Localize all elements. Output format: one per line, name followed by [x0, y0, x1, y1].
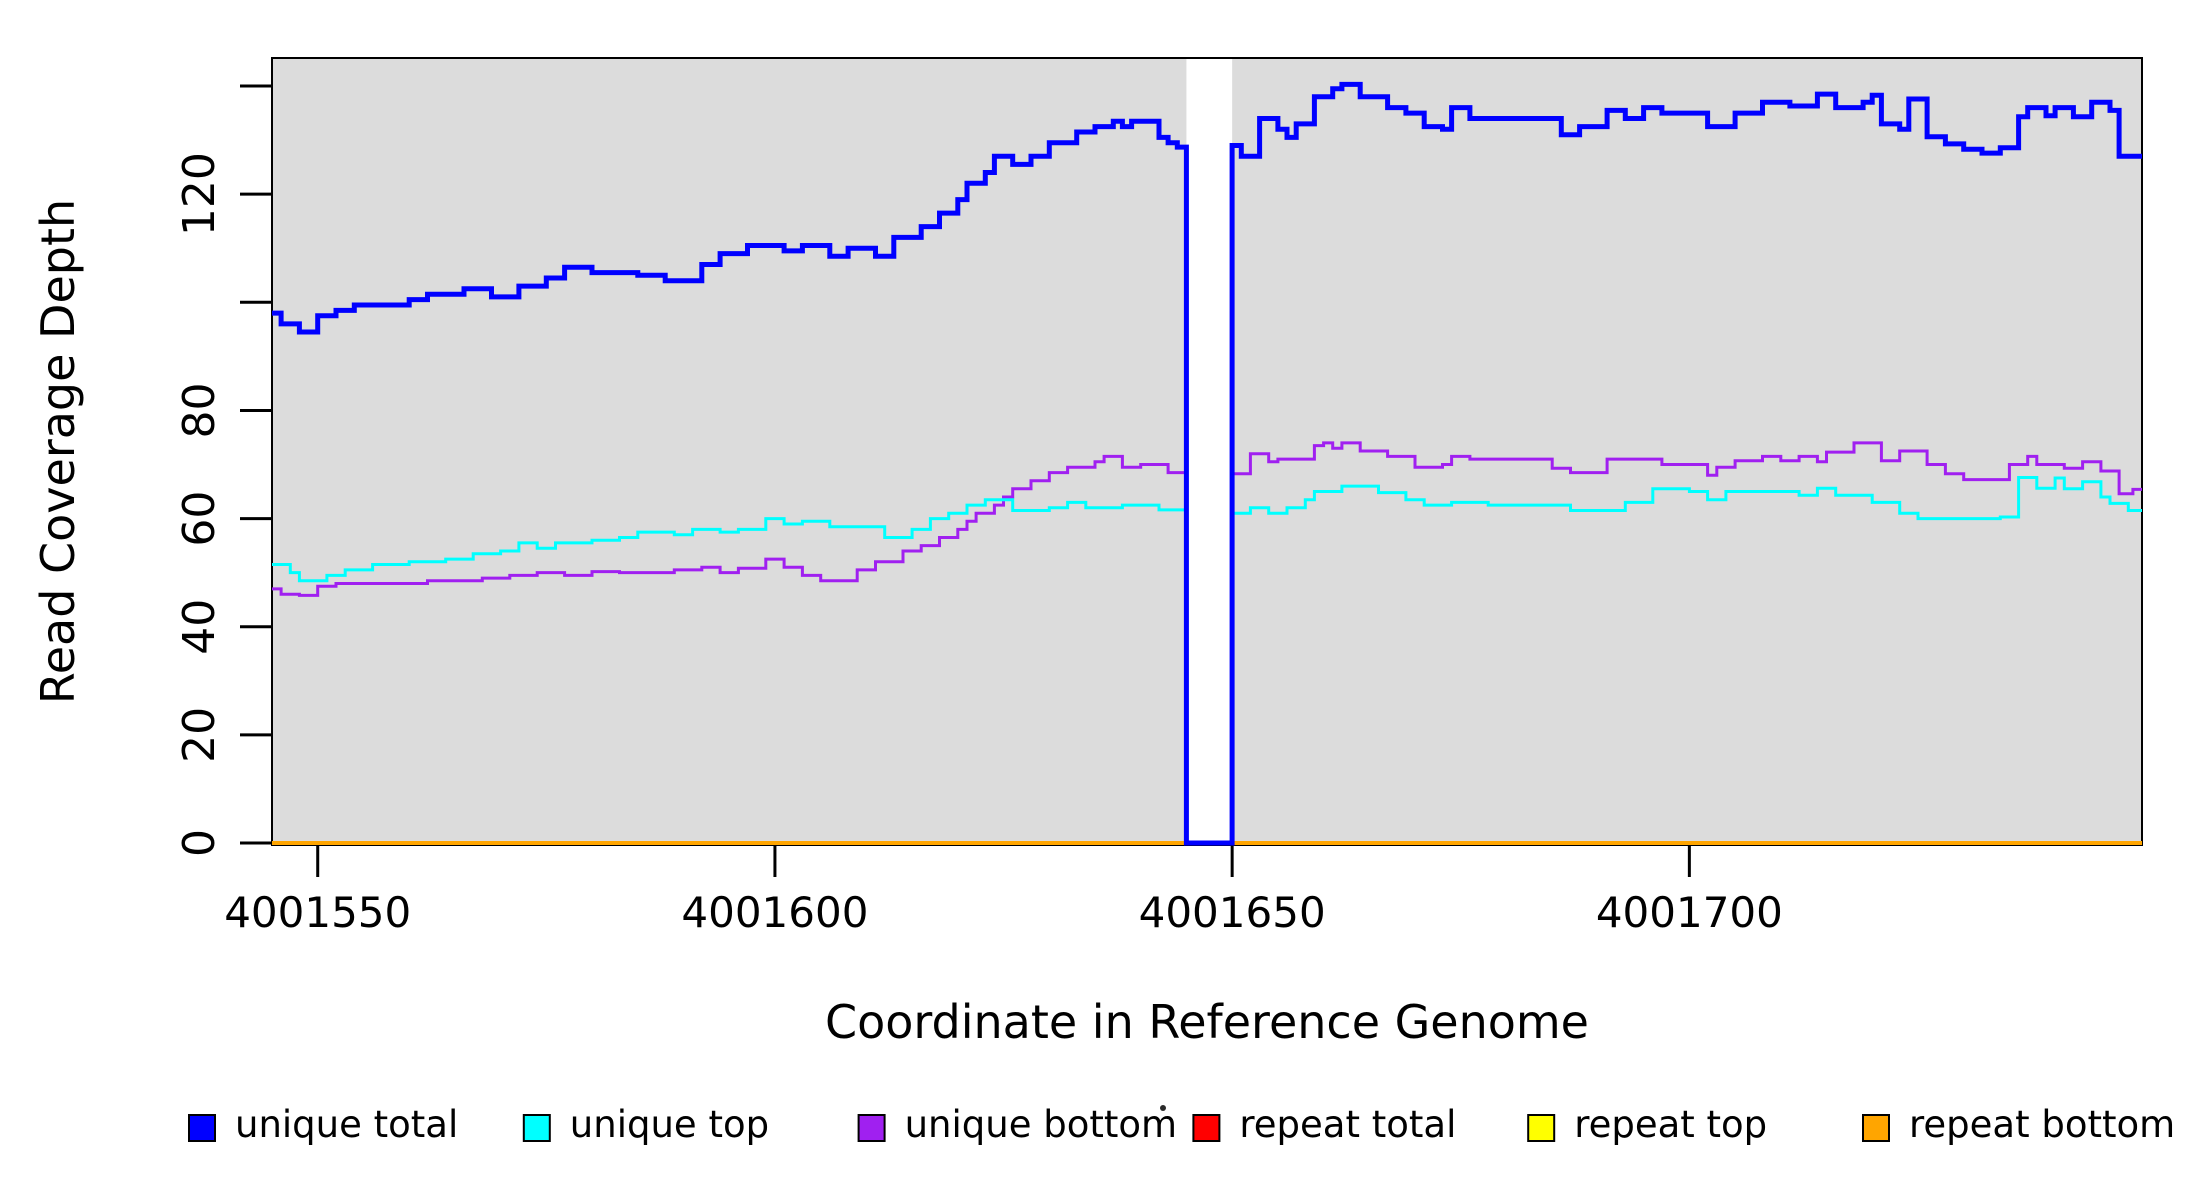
y-tick-label: 40: [174, 599, 225, 655]
x-tick-label: 4001650: [1139, 888, 1326, 937]
y-tick-label: 0: [174, 829, 225, 857]
coverage-gap-band: [1186, 59, 1233, 844]
stray-mark: [1160, 1105, 1166, 1111]
legend-swatch-unique-total: [188, 1114, 216, 1142]
legend-swatch-repeat-bottom: [1862, 1114, 1890, 1142]
legend-label-unique-top: unique top: [570, 1103, 769, 1146]
legend-swatch-repeat-total: [1192, 1114, 1221, 1142]
x-tick-label: 4001600: [681, 888, 868, 937]
y-tick-label: 60: [174, 491, 225, 547]
y-tick-label: 120: [174, 152, 225, 236]
legend-label-unique-bottom: unique bottom: [905, 1103, 1177, 1146]
legend-swatch-unique-bottom: [857, 1114, 886, 1142]
legend-swatch-repeat-top: [1527, 1114, 1556, 1142]
legend-label-unique-total: unique total: [235, 1103, 458, 1146]
series-line-unique-total: [272, 81, 2142, 846]
y-tick-label: 80: [174, 382, 225, 438]
legend-label-repeat-bottom: repeat bottom: [1909, 1103, 2175, 1146]
y-axis-title: Read Coverage Depth: [31, 199, 85, 704]
legend-label-repeat-total: repeat total: [1239, 1103, 1456, 1146]
x-axis-title: Coordinate in Reference Genome: [825, 995, 1589, 1049]
x-tick-label: 4001550: [224, 888, 411, 937]
series-line-unique-top: [272, 476, 2142, 845]
x-tick-label: 4001700: [1596, 888, 1783, 937]
y-tick-label: 20: [174, 707, 225, 763]
legend-label-repeat-top: repeat top: [1574, 1103, 1767, 1146]
legend-swatch-unique-top: [522, 1114, 551, 1142]
